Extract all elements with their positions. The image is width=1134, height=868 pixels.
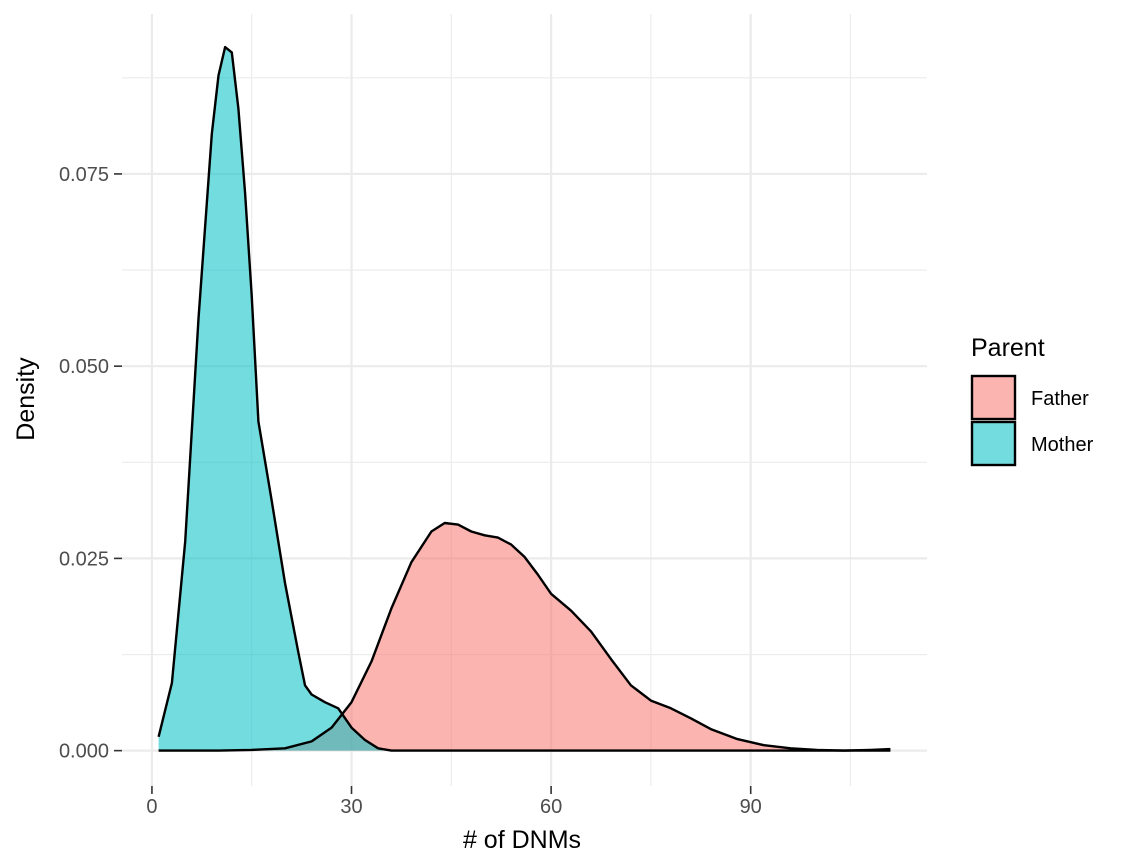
- density-lines: [157, 45, 891, 752]
- father-density-area: [158, 523, 891, 751]
- y-tick-label: 0.075: [59, 164, 109, 186]
- y-axis-ticks: 0.000 0.025 0.050 0.075: [59, 164, 122, 763]
- x-tick-label: 0: [146, 796, 157, 818]
- x-tick-label: 90: [740, 796, 762, 818]
- mother-legend-key: [970, 420, 1017, 467]
- y-tick-label: 0.000: [59, 741, 109, 763]
- y-tick-label: 0.050: [59, 356, 109, 378]
- x-axis-title: # of DNMs: [463, 826, 581, 854]
- father-legend-label: Father: [1031, 388, 1089, 410]
- father-legend-key: [970, 374, 1017, 421]
- mother-density-line: [157, 45, 891, 752]
- x-tick-label: 30: [340, 796, 362, 818]
- legend: Parent Father Mother: [970, 334, 1094, 467]
- y-axis-title: Density: [12, 357, 40, 441]
- father-density-line: [158, 521, 891, 752]
- x-tick-label: 60: [540, 796, 562, 818]
- density-fills: [158, 47, 891, 751]
- x-axis-ticks: 0 30 60 90: [146, 786, 762, 818]
- mother-density-area: [158, 47, 891, 751]
- mother-legend-label: Mother: [1031, 434, 1094, 456]
- legend-title: Parent: [971, 334, 1045, 362]
- y-tick-label: 0.025: [59, 548, 109, 570]
- legend-entries: Father Mother: [970, 374, 1094, 467]
